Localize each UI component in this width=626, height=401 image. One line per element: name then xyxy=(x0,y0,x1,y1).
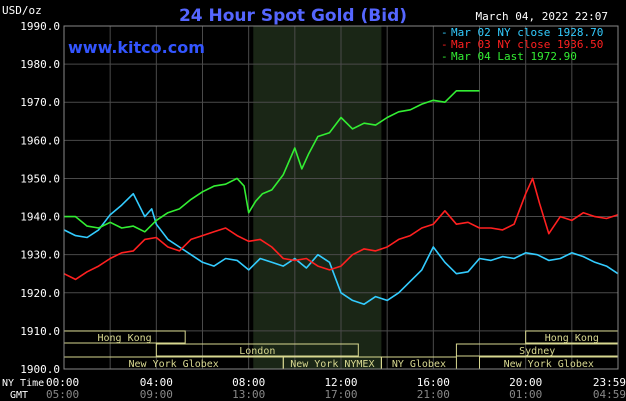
session-label: New York NYMEX xyxy=(290,359,374,370)
session-label: London xyxy=(239,346,275,357)
y-tick-label: 1970.0 xyxy=(20,96,60,109)
ny-time-label: NY Time xyxy=(2,378,44,389)
y-tick-label: 1950.0 xyxy=(20,172,60,185)
legend-marker: - xyxy=(441,26,448,39)
y-tick-label: 1940.0 xyxy=(20,211,60,224)
y-tick-label: 1930.0 xyxy=(20,249,60,262)
x-tick-label-ny: 08:00 xyxy=(232,376,265,389)
series-line xyxy=(63,177,619,281)
x-tick-label-ny: 16:00 xyxy=(417,376,450,389)
y-unit-label: USD/oz xyxy=(2,4,42,17)
legend-entry: Mar 03 NY close 1936.50 xyxy=(451,38,603,51)
website-link[interactable]: www.kitco.com xyxy=(68,38,205,57)
x-tick-label-gmt: 21:00 xyxy=(417,388,450,401)
y-tick-label: 1990.0 xyxy=(20,20,60,33)
session-label: New York Globex xyxy=(504,359,594,370)
session-label: NY Globex xyxy=(392,359,446,370)
session-label: Sydney xyxy=(519,346,555,357)
y-tick-label: 1960.0 xyxy=(20,134,60,147)
legend-marker: - xyxy=(441,38,448,51)
x-tick-label-ny: 04:00 xyxy=(140,376,173,389)
session-label: Hong Kong xyxy=(98,333,152,344)
legend: - Mar 02 NY close 1928.70- Mar 03 NY close… xyxy=(441,26,603,63)
gmt-label: GMT xyxy=(10,390,28,401)
x-tick-label-ny: 20:00 xyxy=(509,376,542,389)
axes: 1990.0 1980.0 1970.0 1960.0 1950.0 1940.0 1930… xyxy=(20,20,626,401)
legend-marker: - xyxy=(441,50,448,63)
y-tick-label: 1980.0 xyxy=(20,58,60,71)
y-tick-label: 1920.0 xyxy=(20,287,60,300)
session-label: Hong Kong xyxy=(545,333,599,344)
x-tick-label-gmt: 01:00 xyxy=(509,388,542,401)
x-tick-label-gmt: 13:00 xyxy=(232,388,265,401)
legend-entry: Mar 04 Last 1972.90 xyxy=(451,50,577,63)
series-line xyxy=(64,90,480,233)
plot-border xyxy=(63,25,619,370)
y-tick-label: 1910.0 xyxy=(20,325,60,338)
x-tick-label-gmt: 04:59 xyxy=(593,388,626,401)
x-tick-label-ny: 00:00 xyxy=(46,376,79,389)
series-line xyxy=(63,192,619,306)
y-tick-label: 1900.0 xyxy=(20,363,60,376)
nymex-session-highlight xyxy=(253,26,382,369)
x-tick-label-ny: 12:00 xyxy=(324,376,357,389)
x-tick-label-gmt: 09:00 xyxy=(140,388,173,401)
chart-title: 24 Hour Spot Gold (Bid) xyxy=(179,6,407,26)
x-tick-label-gmt: 05:00 xyxy=(46,388,79,401)
legend-entry: Mar 02 NY close 1928.70 xyxy=(451,26,603,39)
x-tick-label-gmt: 17:00 xyxy=(324,388,357,401)
x-tick-label-ny: 23:59 xyxy=(593,376,626,389)
session-label: New York Globex xyxy=(128,359,218,370)
series-lines xyxy=(63,90,619,306)
session-box xyxy=(155,343,359,357)
timestamp: March 04, 2022 22:07 xyxy=(476,10,608,23)
